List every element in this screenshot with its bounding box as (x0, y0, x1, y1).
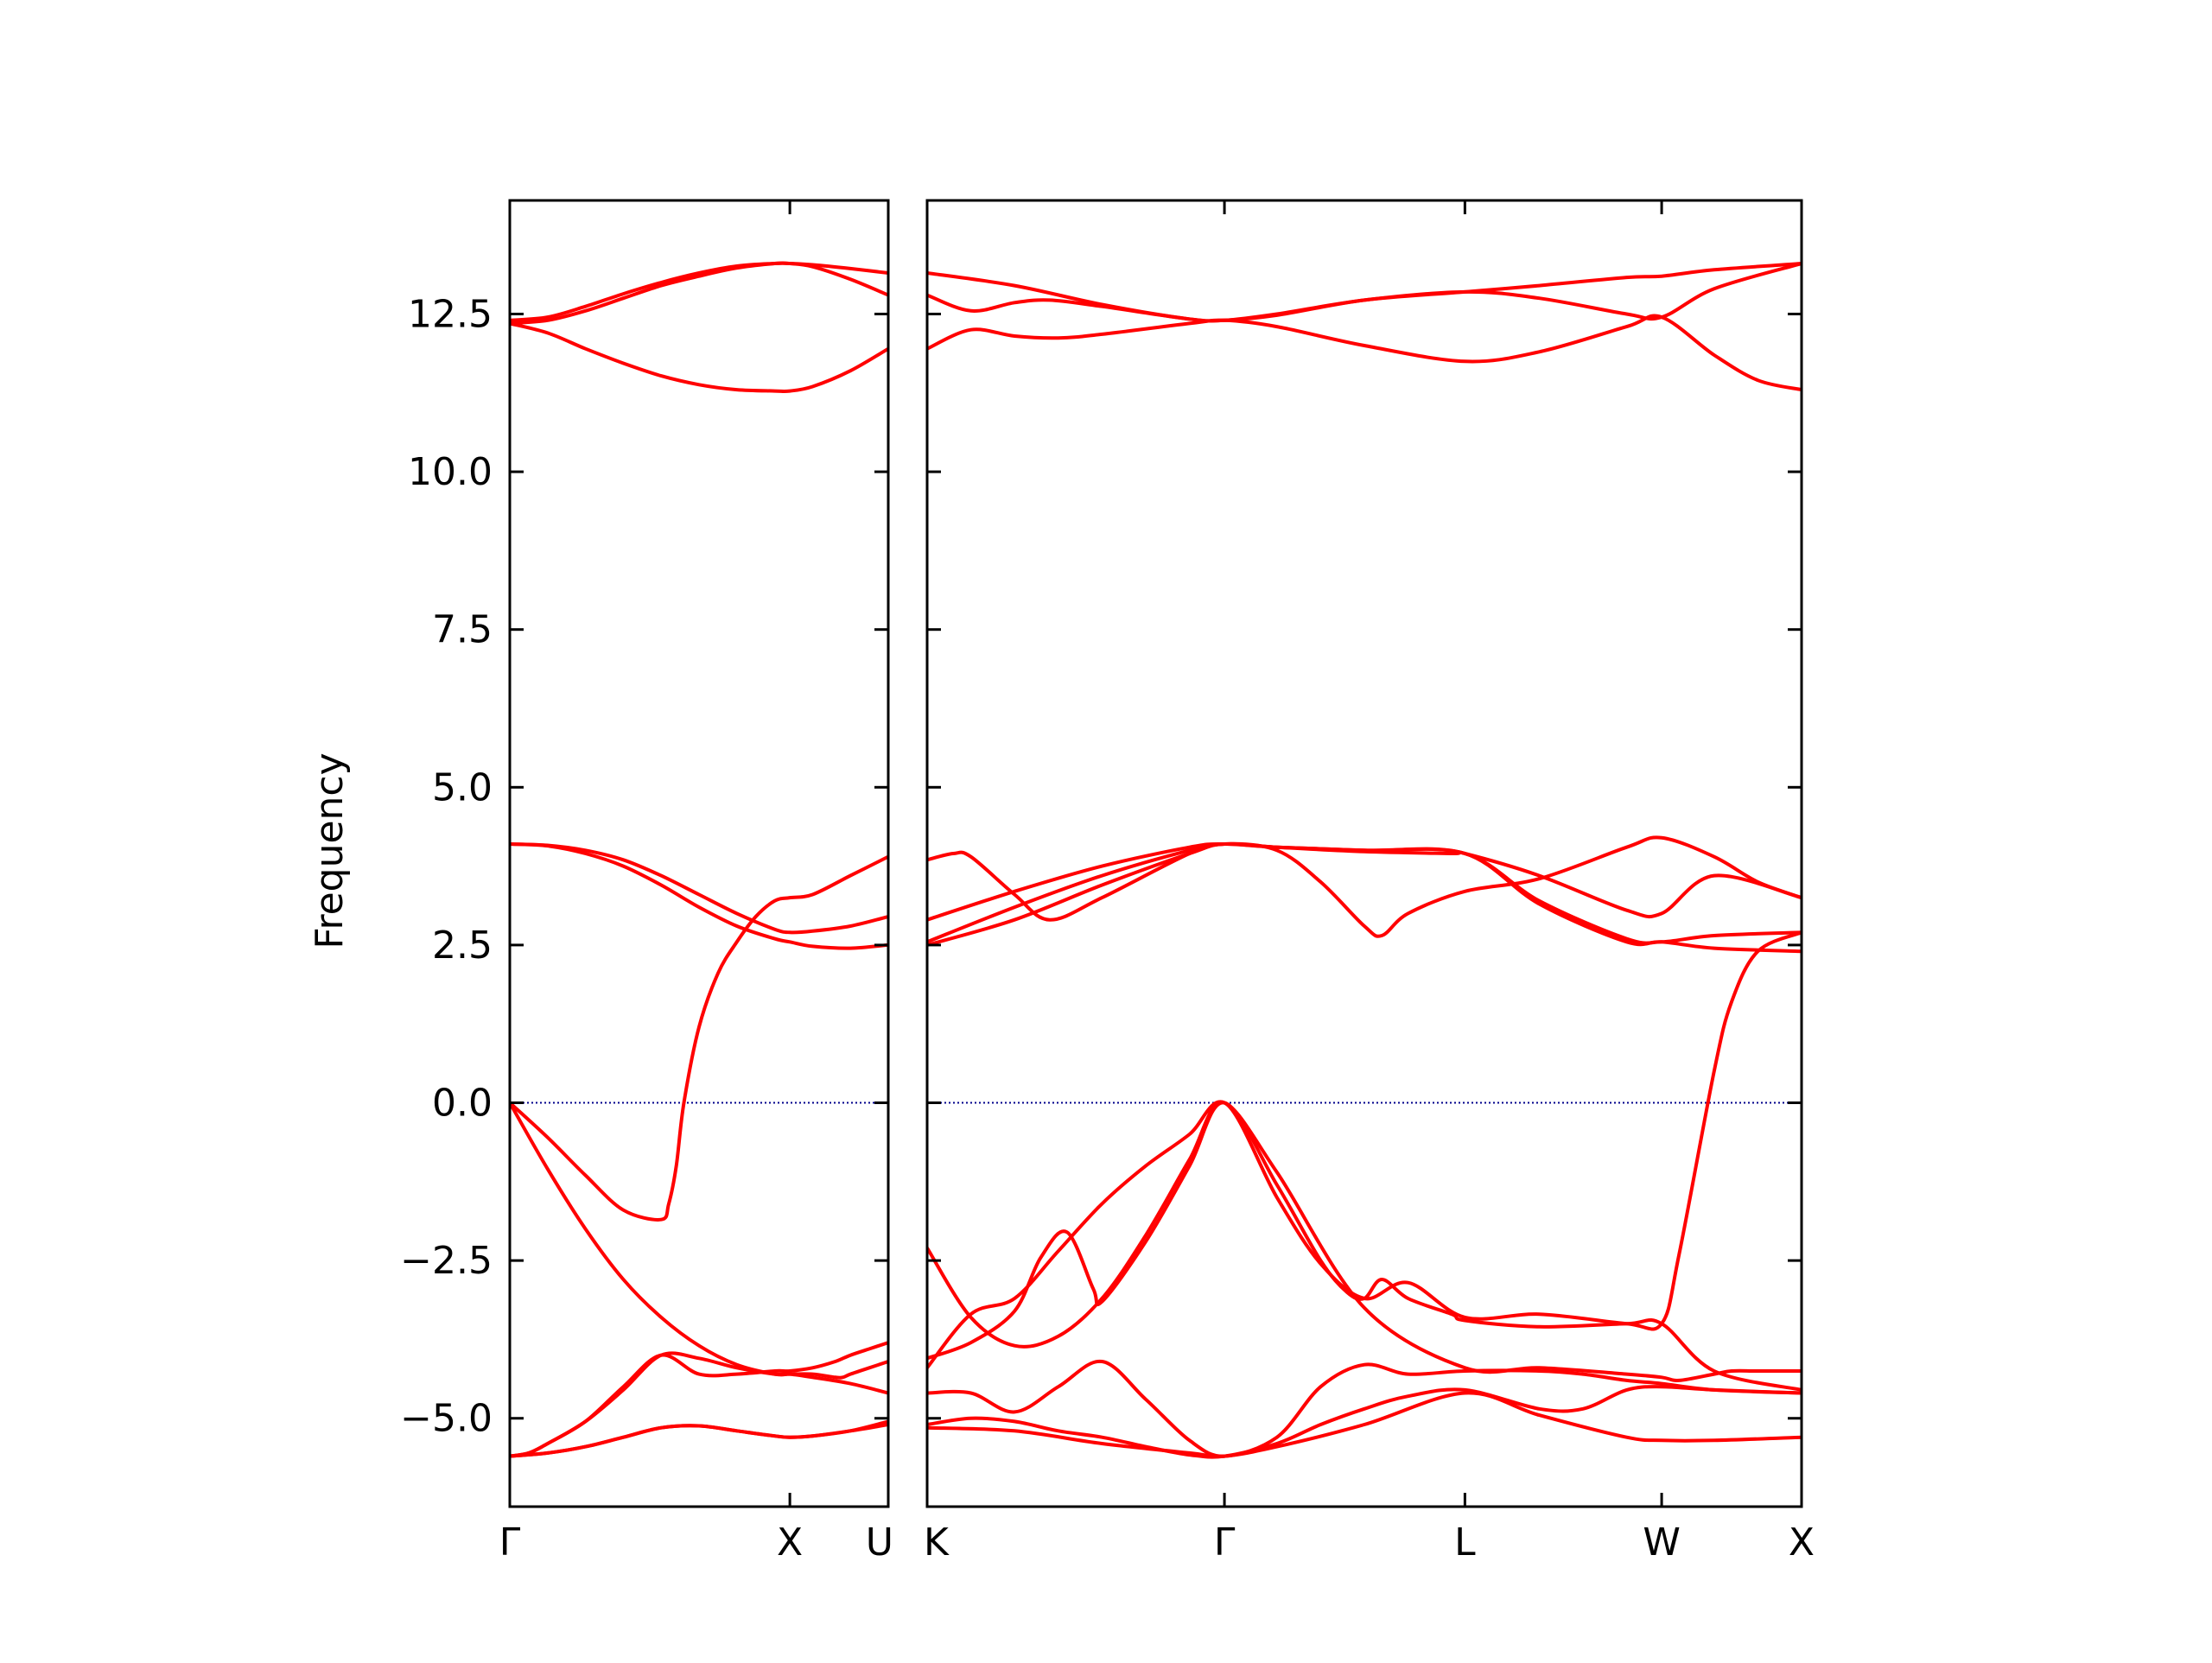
band-line-4 (510, 842, 888, 950)
band-line-9 (927, 930, 1802, 1349)
y-tick-label: 2.5 (432, 924, 493, 968)
y-tick-label: 0.0 (432, 1082, 493, 1126)
band-line-4 (927, 841, 1802, 922)
x-tick-label: W (1643, 1520, 1681, 1565)
x-tick-label: K (924, 1520, 950, 1565)
y-tick-label: −2.5 (400, 1239, 493, 1283)
panel-plot-area (927, 262, 1802, 1459)
band-line-6 (510, 854, 888, 1222)
y-axis-label: Frequency (308, 752, 352, 949)
panel-plot-area (510, 261, 888, 1458)
band-line-5 (927, 835, 1802, 947)
band-line-5 (510, 842, 888, 935)
y-tick-label: 5.0 (432, 765, 493, 809)
band-line-10 (927, 1101, 1802, 1392)
band-line-3 (927, 314, 1802, 392)
band-line-12 (927, 1385, 1802, 1459)
y-tick-label: −5.0 (400, 1397, 493, 1441)
band-line-2 (510, 261, 888, 326)
x-tick-label: X (1789, 1520, 1815, 1565)
panel-frame (925, 199, 1803, 1508)
x-tick-label: L (1454, 1520, 1476, 1565)
y-tick-label: 7.5 (432, 608, 493, 652)
band-line-9 (510, 1341, 888, 1458)
band-line-13 (927, 1391, 1802, 1458)
band-line-11 (510, 1423, 888, 1458)
x-tick-label: X (777, 1520, 803, 1565)
band-line-7 (927, 841, 1802, 954)
x-tick-label: Γ (1214, 1520, 1236, 1565)
band-line-7 (510, 1101, 888, 1380)
band-line-11 (927, 1359, 1802, 1458)
band-line-8 (927, 1100, 1802, 1382)
y-tick-label: 10.0 (408, 450, 493, 494)
panel-frame (508, 199, 890, 1508)
band-line-8 (510, 1351, 888, 1458)
x-tick-label: U (866, 1520, 893, 1565)
y-tick-label: 12.5 (408, 292, 493, 336)
band-line-2 (927, 262, 1802, 323)
band-line-1 (510, 261, 888, 322)
panel-1: −5.0 −2.5 0.0 2.5 5.0 7.5 10.0 12.5 Γ X U (400, 199, 893, 1565)
x-tick-label: Γ (499, 1520, 521, 1565)
band-line-3 (510, 321, 888, 394)
